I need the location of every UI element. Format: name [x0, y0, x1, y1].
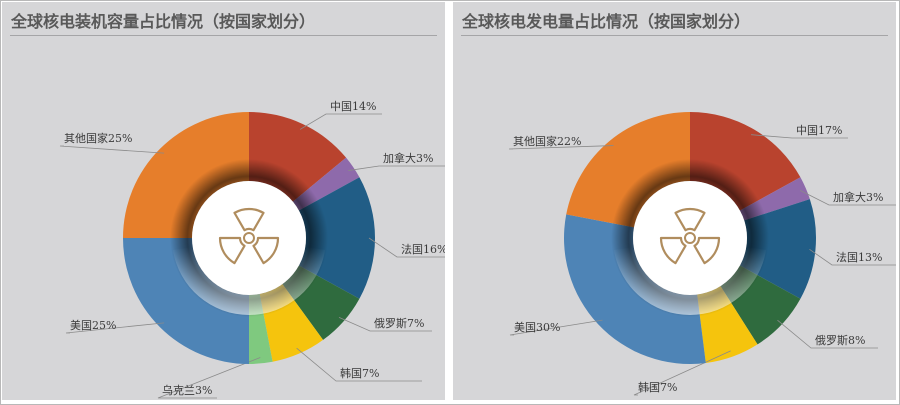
leader-line [508, 145, 614, 150]
slice-label: 乌克兰3% [162, 383, 212, 397]
slice-label: 俄罗斯8% [815, 334, 865, 347]
leader-line [65, 322, 165, 334]
slice-label: 法国16% [401, 242, 445, 256]
slice-label: 中国14% [330, 100, 376, 113]
slice-label: 加拿大3% [383, 151, 433, 165]
slice-label: 韩国7% [340, 366, 379, 380]
leader-line [368, 237, 445, 258]
leader-line [299, 113, 382, 130]
capacity-donut-chart: 中国14% 加拿大3% 法国16% 俄罗斯7% 韩国7% 乌克兰3% 美国25% 其他国家25… [59, 100, 445, 399]
donut-center [192, 181, 306, 295]
leader-line [338, 316, 432, 332]
capacity-share-panel: 全球核电装机容量占比情况（按国家划分） 中国14% 加拿大3% 法国16% 俄罗斯7%… [2, 2, 445, 400]
slice-label: 法国13% [836, 250, 882, 264]
leader-line [296, 347, 422, 382]
slice-label: 其他国家25% [64, 131, 132, 145]
slice-label: 韩国7% [638, 380, 677, 394]
leader-line [633, 350, 731, 396]
title-divider [10, 35, 437, 36]
generation-share-panel: 全球核电发电量占比情况（按国家划分） 中国17% 加拿大3% 法国13% 俄罗斯8% 韩… [453, 2, 896, 400]
inner-gloss [613, 246, 767, 315]
generation-donut-chart: 中国17% 加拿大3% 法国13% 俄罗斯8% 韩国7% 美国30% 其他国家22% [508, 112, 896, 396]
slice-label: 加拿大3% [833, 190, 883, 204]
slice-label: 美国25% [70, 319, 116, 332]
donut-center [633, 181, 747, 295]
leader-line [777, 319, 878, 349]
chart-title: 全球核电装机容量占比情况（按国家划分） [11, 12, 316, 31]
chart-title: 全球核电发电量占比情况（按国家划分） [462, 12, 751, 31]
radiation-icon [218, 207, 280, 265]
title-divider [461, 35, 888, 36]
leader-line [348, 165, 445, 171]
slice-label: 中国17% [796, 124, 842, 137]
leader-line [799, 189, 896, 206]
leader-line [751, 134, 848, 139]
inner-gloss [172, 246, 326, 315]
leader-line [157, 357, 261, 399]
leader-line [509, 319, 603, 336]
slice-label: 俄罗斯7% [374, 317, 424, 330]
radiation-icon [659, 207, 721, 265]
slice-label: 美国30% [514, 321, 560, 334]
leader-line [59, 145, 165, 154]
leader-line [809, 248, 896, 266]
slice-label: 其他国家22% [513, 134, 581, 148]
